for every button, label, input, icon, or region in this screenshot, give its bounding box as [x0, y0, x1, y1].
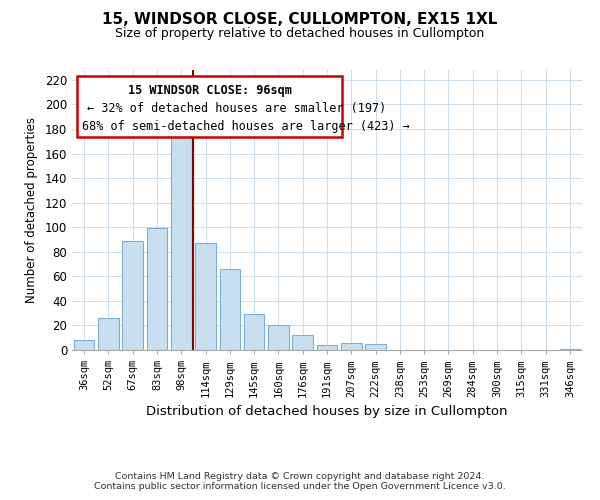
- Bar: [77, 76, 342, 137]
- X-axis label: Distribution of detached houses by size in Cullompton: Distribution of detached houses by size …: [146, 405, 508, 418]
- Bar: [195, 243, 216, 350]
- Bar: [341, 342, 362, 350]
- Bar: [268, 326, 289, 350]
- Bar: [122, 240, 143, 350]
- Bar: [146, 228, 167, 350]
- Bar: [171, 136, 191, 350]
- Bar: [74, 340, 94, 350]
- Bar: [317, 345, 337, 350]
- Text: 15 WINDSOR CLOSE: 96sqm: 15 WINDSOR CLOSE: 96sqm: [128, 84, 292, 97]
- Y-axis label: Number of detached properties: Number of detached properties: [25, 117, 38, 303]
- Bar: [292, 336, 313, 350]
- Text: 15, WINDSOR CLOSE, CULLOMPTON, EX15 1XL: 15, WINDSOR CLOSE, CULLOMPTON, EX15 1XL: [103, 12, 497, 28]
- Bar: [244, 314, 265, 350]
- Text: ← 32% of detached houses are smaller (197): ← 32% of detached houses are smaller (19…: [88, 102, 386, 115]
- Bar: [98, 318, 119, 350]
- Bar: [365, 344, 386, 350]
- Text: Size of property relative to detached houses in Cullompton: Size of property relative to detached ho…: [115, 28, 485, 40]
- Bar: [220, 269, 240, 350]
- Bar: [560, 349, 580, 350]
- Text: Contains HM Land Registry data © Crown copyright and database right 2024.: Contains HM Land Registry data © Crown c…: [115, 472, 485, 481]
- Text: Contains public sector information licensed under the Open Government Licence v3: Contains public sector information licen…: [94, 482, 506, 491]
- Text: 68% of semi-detached houses are larger (423) →: 68% of semi-detached houses are larger (…: [82, 120, 410, 134]
